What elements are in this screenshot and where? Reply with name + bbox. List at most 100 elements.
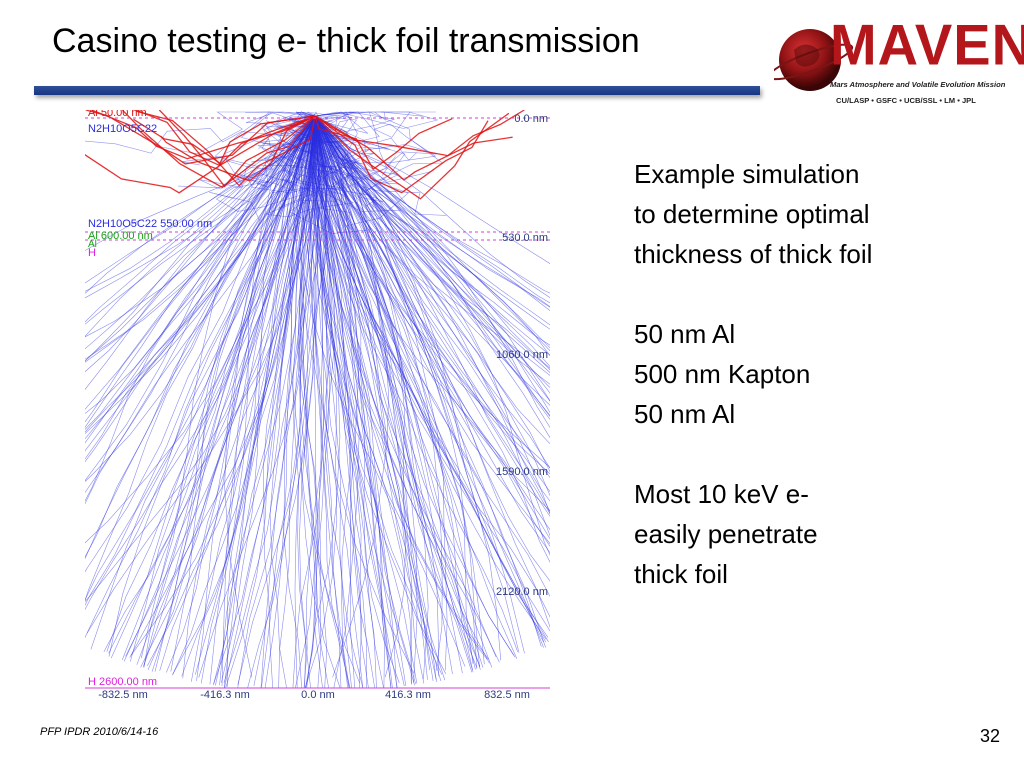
scattered-track [314,111,358,213]
x-axis-label: 832.5 nm [484,689,530,700]
electron-track [314,115,500,663]
backscatter-track [136,110,316,187]
scattered-track [292,115,447,216]
electron-track [314,115,546,648]
backscatter-track [91,110,316,160]
electron-track [123,115,316,662]
electron-track [90,115,316,650]
electron-track [313,115,412,685]
body-line: easily penetrate [634,519,818,549]
label-kapton-bottom: N2H10O5C22 550.00 nm [88,218,212,230]
electron-track [198,115,320,678]
electron-track [85,115,316,560]
logo-subtitle: Mars Atmosphere and Volatile Evolution M… [830,80,1006,89]
page-number: 32 [979,726,1000,746]
electron-track [308,115,443,675]
backscatter-track [314,112,510,200]
depth-label: 2120.0 nm [496,586,548,598]
electron-track [314,115,550,597]
electron-track [314,115,550,531]
electron-track [312,115,547,640]
electron-track [237,115,316,689]
electron-track [311,115,418,684]
electron-track [85,115,316,603]
electron-track [85,115,316,435]
electron-track [261,115,332,689]
electron-track [314,115,550,402]
backscatter-track [160,115,316,182]
electron-track [85,115,316,350]
electron-track [314,115,550,493]
scattered-track [265,111,355,137]
electron-track [85,115,316,284]
electron-track [299,115,316,689]
electron-track [314,115,406,678]
electron-track [223,115,329,683]
body-line-spacer [634,434,1014,474]
electron-track [297,115,329,689]
electron-track [219,115,320,686]
electron-track [314,115,392,689]
scattered-track [314,111,437,163]
electron-track [182,115,316,679]
electron-track [314,115,550,554]
electron-track [224,115,316,678]
electron-track [314,115,425,684]
electron-track [314,115,443,671]
electron-track [196,115,316,681]
x-axis-label: 416.3 nm [385,689,431,700]
electron-track [130,115,319,656]
electron-track [130,115,316,662]
electron-track [314,115,418,684]
electron-track [147,115,316,667]
label-h-bottom: H 2600.00 nm [88,676,157,688]
logo-partners: CU/LASP • GSFC • UCB/SSL • LM • JPL [836,96,976,105]
body-line: 500 nm Kapton [634,359,811,389]
backscatter-track [314,115,453,171]
depth-label: 0.0 nm [514,113,548,125]
body-line: 50 nm Al [634,319,736,349]
electron-track [311,115,489,660]
body-line: thickness of thick foil [634,239,873,269]
electron-track [147,115,316,671]
electron-track [314,115,550,444]
body-line: Example simulation [634,159,860,189]
electron-track [85,115,316,463]
electron-track [314,115,453,674]
electron-track [86,115,323,634]
label-al-small: Al [88,239,97,250]
electron-track [294,115,324,689]
electron-track [141,115,316,659]
electron-track [237,115,328,685]
electron-track [85,115,316,428]
electron-track [314,115,439,677]
casino-simulation-image: Al 50.00 nm N2H10O5C22 N2H10O5C22 550.00… [85,110,550,700]
electron-track [85,115,316,444]
electron-track [314,115,360,689]
electron-track [314,115,550,298]
electron-track [225,115,316,688]
x-axis-label: -832.5 nm [98,689,148,700]
electron-track [159,115,316,671]
electron-track [314,115,446,674]
label-h: H [88,247,96,259]
backscatter-track [135,110,316,167]
mars-planet-icon [774,29,854,91]
electron-track [85,115,316,544]
electron-track [221,115,316,683]
backscatter-track [85,110,316,165]
label-al-bottom: Al 600.00 nm [88,230,153,242]
slide-title: Casino testing e- thick foil transmissio… [52,22,640,60]
electron-track [314,115,550,357]
electron-track [314,115,550,439]
backscatter-track [314,115,489,194]
electron-track [85,115,316,460]
electron-track [85,115,316,299]
slide-body-text: Example simulation to determine optimal … [634,154,1014,594]
electron-track [226,115,316,687]
body-line: to determine optimal [634,199,870,229]
x-axis-label: -416.3 nm [200,689,250,700]
electron-track [314,115,520,653]
electron-track [314,115,525,654]
depth-label: 530.0 nm [502,232,548,244]
